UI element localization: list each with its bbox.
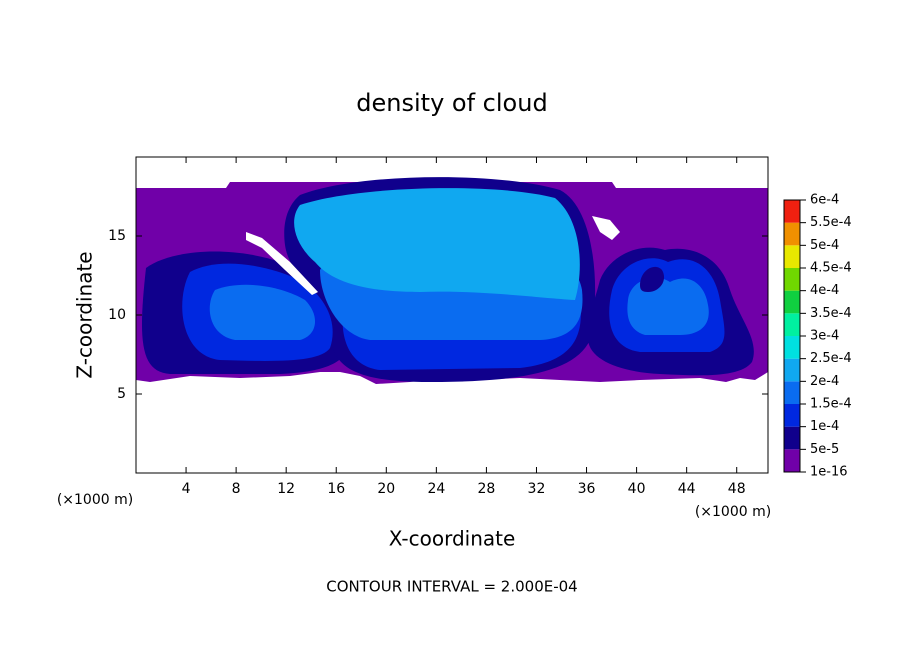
colorbar-label: 1.5e-4 <box>810 397 852 412</box>
y-tick-label: 10 <box>108 307 126 323</box>
x-tick-label: 20 <box>377 481 395 497</box>
x-tick-label: 4 <box>182 481 191 497</box>
x-tick-label: 28 <box>478 481 496 497</box>
x-tick-label: 32 <box>528 481 546 497</box>
colorbar-band <box>784 313 800 336</box>
colorbar-band <box>784 449 800 472</box>
colorbar-label: 3.5e-4 <box>810 306 852 321</box>
x-axis-label: X-coordinate <box>389 527 516 551</box>
contour-field <box>136 174 768 384</box>
blank-region <box>632 174 704 182</box>
colorbar-label: 4e-4 <box>810 283 839 298</box>
y-tick-label: 15 <box>108 228 126 244</box>
colorbar-band <box>784 268 800 291</box>
colorbar-label: 5.5e-4 <box>810 215 852 230</box>
colorbar-band <box>784 404 800 427</box>
colorbar-band <box>784 200 800 223</box>
x-tick-label: 44 <box>678 481 696 497</box>
chart-title: density of cloud <box>356 89 547 117</box>
colorbar-label: 3e-4 <box>810 329 839 344</box>
colorbar-label: 5e-5 <box>810 442 839 457</box>
contour-region <box>294 188 580 300</box>
colorbar-label: 1e-4 <box>810 419 839 434</box>
colorbar-band <box>784 381 800 404</box>
colorbar-band <box>784 290 800 314</box>
x-tick-label: 16 <box>327 481 345 497</box>
colorbar-band <box>784 336 800 359</box>
blank-region <box>246 232 318 295</box>
colorbar-label: 1e-16 <box>810 465 848 480</box>
colorbar-band <box>784 358 800 382</box>
colorbar-band <box>784 222 800 246</box>
contour-region <box>209 284 316 340</box>
x-tick-label: 40 <box>628 481 646 497</box>
footer-note: CONTOUR INTERVAL = 2.000E-04 <box>326 578 577 596</box>
x-tick-label: 24 <box>427 481 445 497</box>
x-tick-label: 12 <box>277 481 295 497</box>
contour-region <box>640 266 665 292</box>
y-axis-label: Z-coordinate <box>73 251 97 378</box>
x-tick-label: 48 <box>728 481 746 497</box>
x-unit-label: (×1000 m) <box>57 492 133 508</box>
colorbar-label: 6e-4 <box>810 193 839 208</box>
colorbar-band <box>784 426 800 450</box>
x-tick-label: 8 <box>232 481 241 497</box>
colorbar-label: 2e-4 <box>810 374 839 389</box>
colorbar-band <box>784 245 800 268</box>
y-tick-label: 5 <box>117 386 126 402</box>
colorbar-label: 5e-4 <box>810 238 839 253</box>
colorbar-label: 4.5e-4 <box>810 261 852 276</box>
blank-region <box>592 216 620 240</box>
colorbar-label: 2.5e-4 <box>810 351 852 366</box>
x-tick-label: 36 <box>578 481 596 497</box>
x-unit-label: (×1000 m) <box>695 504 771 520</box>
contour-region <box>627 277 709 335</box>
